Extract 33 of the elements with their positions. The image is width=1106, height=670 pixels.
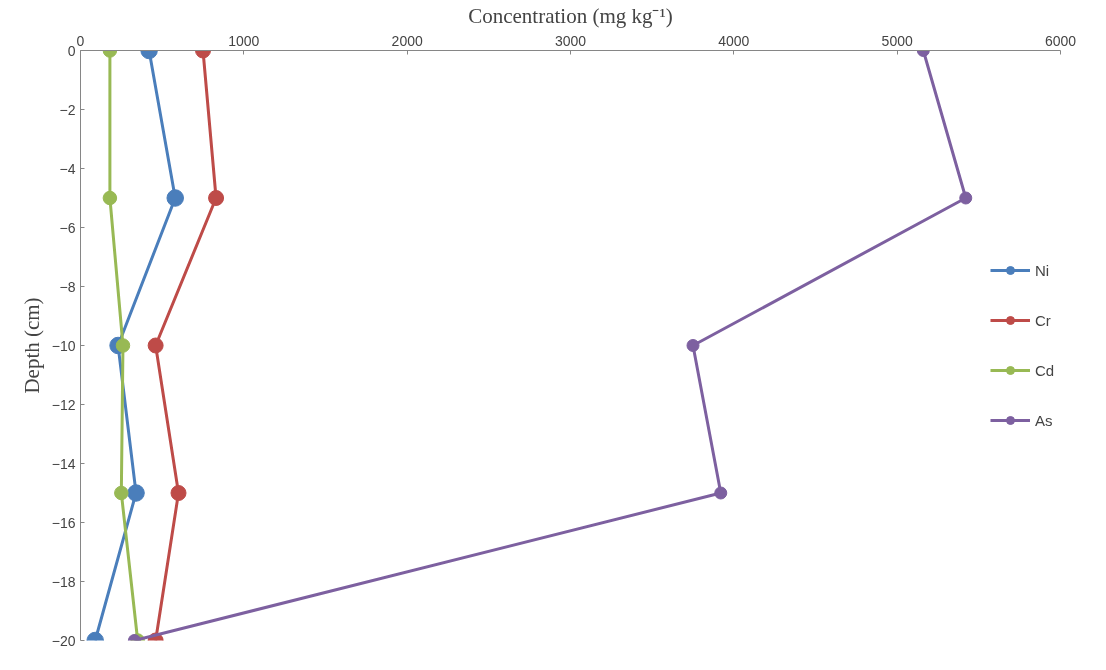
x-tick-label: 4000 bbox=[718, 32, 750, 49]
x-axis-title: Concentration (mg kg⁻¹) bbox=[468, 3, 673, 28]
point bbox=[127, 484, 145, 502]
point bbox=[114, 485, 129, 501]
point bbox=[102, 190, 118, 206]
x-tick-label: 5000 bbox=[881, 32, 913, 49]
y-tick-label: −16 bbox=[51, 514, 76, 531]
legend-label: Cd bbox=[1035, 361, 1055, 379]
point bbox=[115, 338, 131, 353]
y-tick-label: −6 bbox=[59, 219, 76, 236]
x-tick-label: 6000 bbox=[1044, 32, 1077, 49]
x-tick-label: 2000 bbox=[391, 32, 423, 49]
y-tick-label: −20 bbox=[51, 632, 76, 649]
point bbox=[686, 339, 700, 352]
x-tick-label: 3000 bbox=[554, 32, 587, 49]
y-tick-label: −10 bbox=[51, 337, 76, 354]
y-tick-label: −18 bbox=[51, 573, 76, 590]
legend-label: Cr bbox=[1035, 311, 1052, 329]
point bbox=[147, 337, 164, 354]
y-tick-label: −2 bbox=[59, 101, 76, 118]
point bbox=[170, 485, 187, 501]
y-tick-label: −12 bbox=[51, 396, 76, 413]
point bbox=[714, 486, 728, 500]
y-tick-label: −4 bbox=[59, 160, 76, 177]
y-axis-title: Depth (cm) bbox=[19, 297, 44, 394]
legend-label: Ni bbox=[1035, 261, 1051, 279]
legend-label: As bbox=[1035, 411, 1054, 429]
x-tick-label: 1000 bbox=[228, 32, 260, 49]
point bbox=[166, 189, 184, 207]
point bbox=[208, 190, 225, 206]
point bbox=[959, 191, 973, 205]
y-tick-label: −8 bbox=[59, 278, 76, 295]
y-tick-label: −14 bbox=[51, 455, 76, 472]
